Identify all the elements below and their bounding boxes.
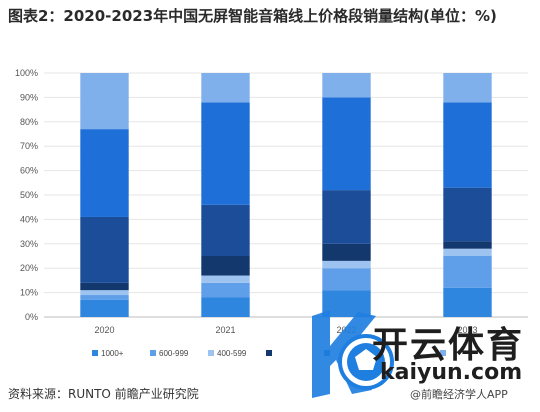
y-tick-label: 90% [20, 92, 38, 102]
k-logo-icon [312, 310, 394, 398]
bar-segment [443, 287, 492, 317]
legend-swatch [150, 350, 156, 356]
y-tick-label: 20% [20, 263, 38, 273]
legend-swatch [440, 350, 446, 356]
bar-segment [322, 290, 371, 317]
chart-title: 图表2：2020-2023年中国无屏智能音箱线上价格段销量结构(单位：%) [8, 7, 497, 25]
legend-swatch [208, 350, 214, 356]
y-tick-label: 100% [15, 68, 38, 78]
x-tick-label: 2023 [457, 325, 477, 335]
legend-swatch [266, 350, 272, 356]
legend-label: 400-599 [217, 349, 247, 358]
bar-segment [322, 243, 371, 261]
y-tick-label: 60% [20, 166, 38, 176]
y-tick-label: 30% [20, 239, 38, 249]
y-tick-label: 50% [20, 190, 38, 200]
bar-segment [201, 297, 250, 317]
bar-segment [80, 290, 129, 296]
bar-segment [201, 275, 250, 283]
bar-segment [80, 73, 129, 130]
bar-segment [201, 73, 250, 103]
bar-segment [443, 248, 492, 256]
bar-segment [201, 282, 250, 298]
bar-segment [443, 73, 492, 103]
bar-segment [80, 282, 129, 291]
bar-segment [322, 190, 371, 244]
x-tick-label: 2020 [94, 325, 114, 335]
watermark-logo: 开云体育 kaiyun.com @前瞻经济学人APP [306, 302, 536, 406]
bar-segment [322, 97, 371, 191]
legend-swatch [92, 350, 98, 356]
y-tick-label: 10% [20, 288, 38, 298]
bar-segment [201, 256, 250, 276]
bar-segment [443, 256, 492, 288]
bar-segment [443, 187, 492, 242]
legend-label: 1000+ [101, 349, 124, 358]
bar-segment [80, 295, 129, 300]
bar-segment [201, 102, 250, 205]
legend-label: 600-999 [159, 349, 189, 358]
watermark-url: kaiyun.com [380, 360, 523, 385]
bar-segment [322, 268, 371, 291]
y-tick-label: 0% [25, 312, 38, 322]
bar-segment [80, 129, 129, 217]
bar-segment [80, 216, 129, 283]
y-tick-label: 70% [20, 141, 38, 151]
y-tick-label: 80% [20, 117, 38, 127]
y-tick-label: 40% [20, 214, 38, 224]
bar-segment [443, 241, 492, 249]
bar-segment [322, 260, 371, 269]
bar-segment [201, 204, 250, 256]
bar-segment [443, 102, 492, 188]
source-note: 资料来源：RUNTO 前瞻产业研究院 [8, 387, 199, 401]
x-tick-label: 2021 [215, 325, 235, 335]
bar-segment [322, 73, 371, 98]
watermark-app: @前瞻经济学人APP [410, 388, 508, 401]
bar-segment [80, 299, 129, 317]
watermark-brand: 开云体育 [372, 325, 525, 366]
